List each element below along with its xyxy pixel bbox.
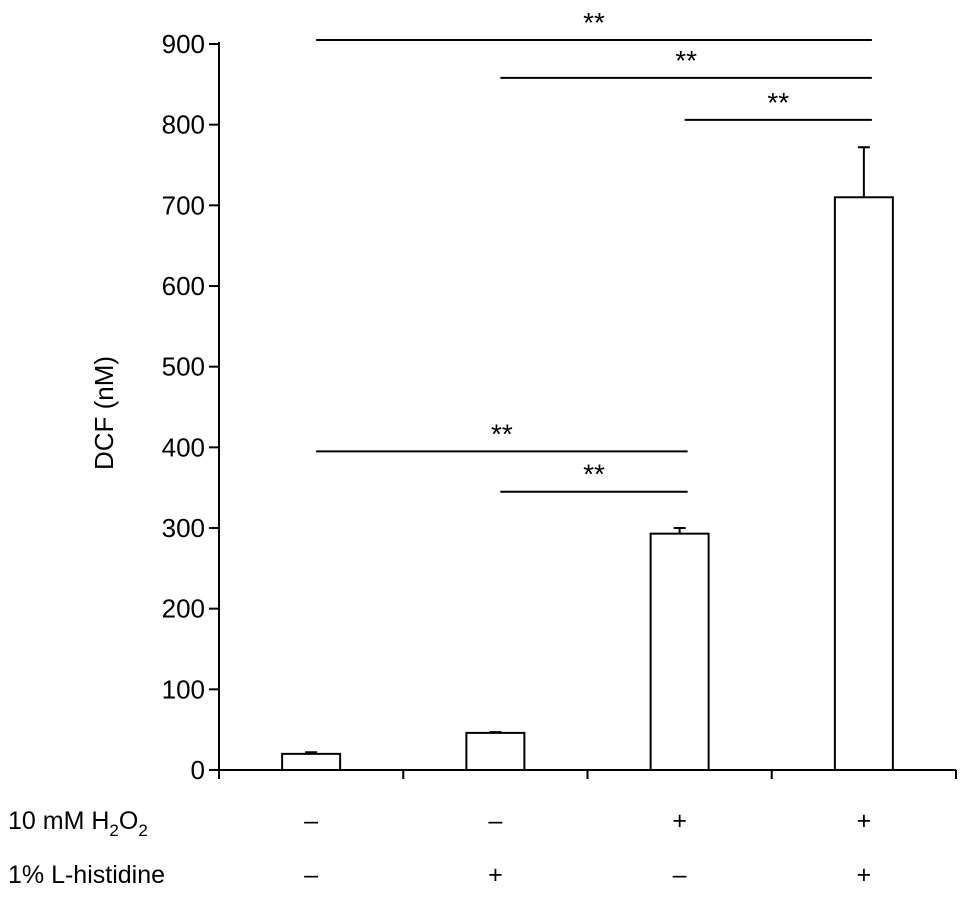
y-tick-label: 400 [162,432,205,462]
condition-label-h2o2: 10 mM H2O2 [8,807,148,840]
significance-brackets: ** ** ** ** ** [316,7,872,493]
y-tick-label: 300 [162,513,205,543]
bar [281,752,342,771]
condition-mark: – [488,807,502,835]
bar [833,196,894,771]
y-tick-label: 0 [191,755,205,785]
significance-label: ** [491,418,513,449]
significance-label: ** [767,87,789,118]
y-tick-label: 500 [162,352,205,382]
axes: 0 100 200 300 400 500 600 700 800 900 [162,29,957,785]
condition-rows: 10 mM H2O2 1% L-histidine – – + + – + – + [8,807,871,889]
condition-mark: + [857,807,872,835]
y-tick-label: 600 [162,271,205,301]
y-axis-label: DCF (nM) [89,356,119,470]
significance-label: ** [675,45,697,76]
y-tick-label: 700 [162,190,205,220]
y-tick-label: 800 [162,110,205,140]
condition-mark: + [857,861,872,889]
condition-label-histidine: 1% L-histidine [8,861,165,889]
bar [649,532,710,771]
condition-mark: + [672,807,687,835]
y-tick-label: 100 [162,674,205,704]
condition-mark: – [304,861,318,889]
significance-label: ** [583,459,605,490]
significance-label: ** [583,7,605,38]
condition-mark: – [304,807,318,835]
condition-mark: – [673,861,687,889]
bar [465,731,526,771]
y-tick-label: 900 [162,29,205,59]
bars [281,146,894,771]
condition-mark: + [488,861,503,889]
y-tick-label: 200 [162,594,205,624]
